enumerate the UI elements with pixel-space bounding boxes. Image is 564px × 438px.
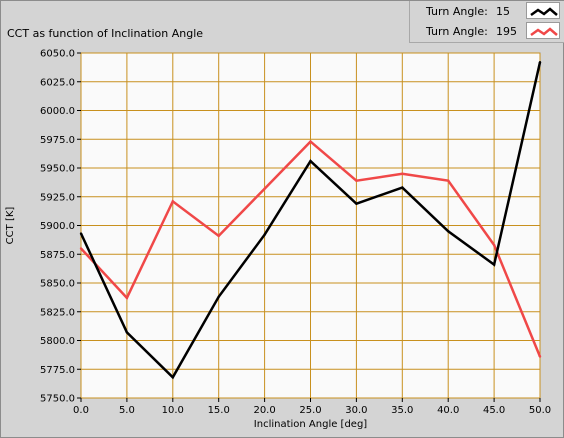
data-point [447,230,450,233]
data-point [217,295,220,298]
legend-line-swatch-icon[interactable] [526,2,560,19]
data-point [79,232,83,235]
x-tick-label: 10.0 [162,405,184,416]
x-tick-label: 20.0 [253,405,275,416]
legend-item-label: Turn Angle: [426,25,488,38]
x-tick-label: 15.0 [208,405,230,416]
legend-item-value: 195 [496,25,517,38]
data-point [447,179,450,182]
x-axis-title: Inclination Angle [deg] [254,419,368,430]
y-tick-label: 5850.0 [40,279,75,290]
x-tick-label: 35.0 [391,405,413,416]
data-point [538,61,542,64]
legend-item-1[interactable]: Turn Angle: 15 [410,1,564,21]
data-point [355,179,358,182]
y-tick-label: 5875.0 [40,250,75,261]
data-point [355,202,358,205]
y-tick-label: 5775.0 [40,365,75,376]
y-tick-label: 5750.0 [40,394,75,405]
data-point [171,376,174,379]
y-tick-label: 5975.0 [40,135,75,146]
legend-item-label: Turn Angle: [426,5,488,18]
legend-item-value: 15 [496,5,510,18]
data-point [263,187,266,190]
y-tick-label: 6050.0 [40,49,75,60]
legend-item-2[interactable]: Turn Angle: 195 [410,21,564,41]
data-point [401,172,404,175]
x-tick-label: 40.0 [437,405,459,416]
x-tick-label: 30.0 [345,405,367,416]
data-point [125,331,129,334]
plot-legend[interactable]: Turn Angle: 15 Turn Angle: 195 [409,1,564,43]
y-axis-title: CCT [K] [5,207,16,245]
data-point [263,233,266,236]
data-point [217,234,220,238]
x-tick-label: 0.0 [73,405,89,416]
data-point [171,200,174,203]
y-tick-label: 5800.0 [40,336,75,347]
data-point [492,243,496,247]
y-tick-label: 5925.0 [40,192,75,203]
y-tick-label: 6025.0 [40,77,75,88]
y-tick-label: 6000.0 [40,106,75,117]
data-point [309,159,312,163]
data-point [79,247,83,250]
x-tick-label: 25.0 [299,405,321,416]
data-point [401,186,404,189]
y-tick-label: 5900.0 [40,221,75,232]
data-point [309,140,312,143]
data-point [125,296,129,300]
y-tick-label: 5950.0 [40,164,75,175]
x-tick-label: 45.0 [483,405,505,416]
x-tick-label: 50.0 [529,405,551,416]
graph-title: CCT as function of Inclination Angle [7,27,204,40]
legend-line-swatch-icon[interactable] [526,22,560,39]
x-tick-label: 5.0 [119,405,135,416]
y-tick-label: 5825.0 [40,307,75,318]
data-point [538,355,542,358]
data-point [492,263,496,266]
